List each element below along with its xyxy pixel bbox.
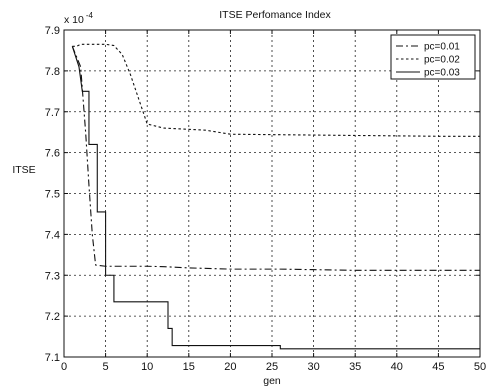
x-tick-label: 15 — [183, 361, 195, 373]
legend-label: pc=0.02 — [424, 55, 460, 66]
y-tick-label: 7.5 — [45, 189, 60, 201]
tick-marks — [63, 29, 481, 358]
y-multiplier-label: x 10 -4 — [64, 11, 94, 26]
y-tick-label: 7.7 — [45, 107, 60, 119]
y-tick-label: 7.4 — [45, 229, 60, 241]
legend-label: pc=0.01 — [424, 42, 460, 53]
series-line-pc-0-01 — [71, 46, 480, 271]
series-layer — [71, 43, 480, 350]
y-multiplier-exponent: -4 — [86, 11, 94, 20]
legend: pc=0.01 pc=0.02 pc=0.03 — [390, 34, 476, 80]
y-tick-label: 7.1 — [45, 352, 60, 364]
y-tick-label: 7.6 — [45, 148, 60, 160]
y-multiplier-base: x 10 — [64, 14, 84, 26]
x-tick-label: 40 — [391, 361, 403, 373]
series-line-pc-0-02 — [72, 43, 480, 137]
x-tick-label: 25 — [266, 361, 278, 373]
x-tick-label: 20 — [224, 361, 236, 373]
y-tick-label: 7.2 — [45, 311, 60, 323]
x-tick-label: 45 — [432, 361, 444, 373]
x-tick-label: 5 — [103, 361, 109, 373]
x-tick-label: 0 — [61, 361, 67, 373]
chart-title: ITSE Perfomance Index — [219, 9, 331, 21]
legend-label: pc=0.03 — [424, 68, 460, 79]
x-tick-labels: 0 5 10 15 20 25 30 35 40 45 50 — [61, 361, 486, 373]
legend-box — [390, 34, 476, 80]
x-tick-label: 35 — [349, 361, 361, 373]
series-line-pc-0-03 — [71, 46, 480, 350]
x-tick-label: 10 — [141, 361, 153, 373]
y-axis-label: ITSE — [12, 164, 35, 176]
y-tick-label: 7.8 — [45, 66, 60, 78]
x-tick-label: 30 — [307, 361, 319, 373]
x-axis-label: gen — [263, 375, 281, 387]
y-tick-labels: 7.1 7.2 7.3 7.4 7.5 7.6 7.7 7.8 7.9 — [45, 25, 60, 364]
y-tick-label: 7.3 — [45, 270, 60, 282]
x-tick-label: 50 — [474, 361, 486, 373]
y-tick-label: 7.9 — [45, 25, 60, 37]
